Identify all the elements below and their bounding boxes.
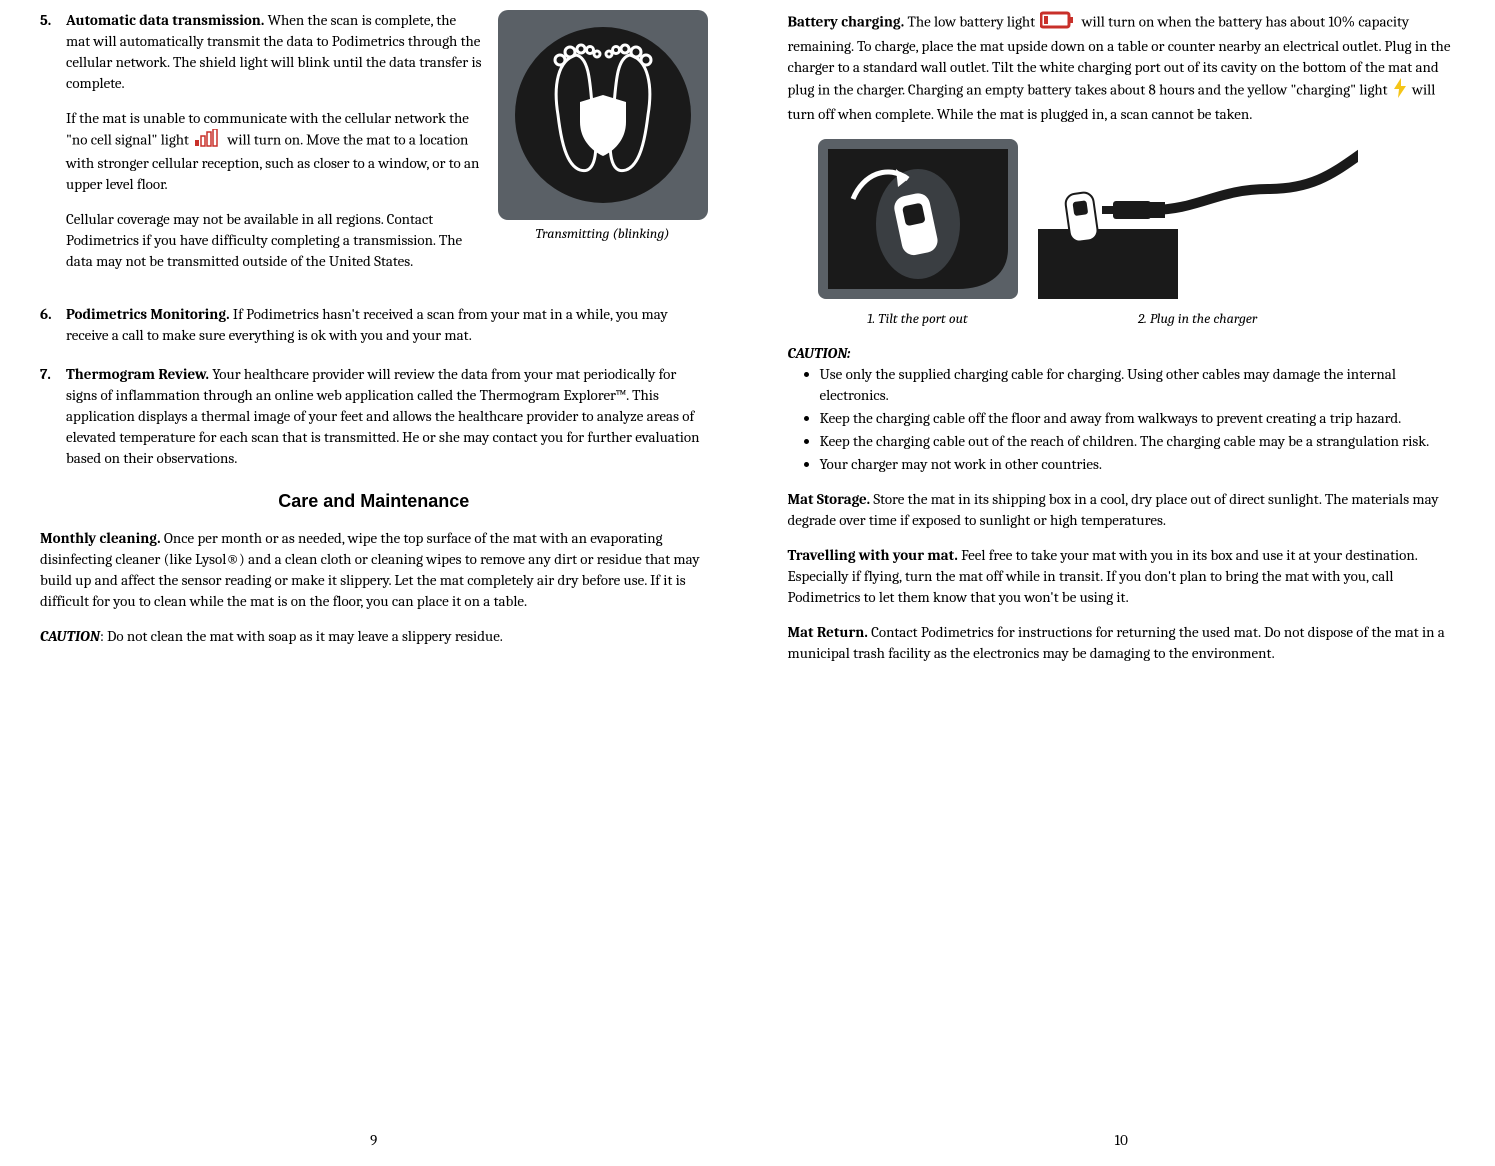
- item7-title: Thermogram Review.: [66, 365, 209, 383]
- monthly-title: Monthly cleaning.: [40, 529, 161, 547]
- no-signal-icon: [194, 129, 222, 153]
- page-number-left: 9: [370, 1130, 377, 1151]
- charging-bolt-icon: [1393, 78, 1407, 104]
- item5-p3: Cellular coverage may not be available i…: [66, 209, 483, 272]
- travel-title: Travelling with your mat.: [788, 546, 958, 564]
- care-heading: Care and Maintenance: [40, 489, 708, 514]
- caution-list: Use only the supplied charging cable for…: [788, 364, 1456, 475]
- travelling: Travelling with your mat. Feel free to t…: [788, 545, 1456, 608]
- item5-title: Automatic data transmission.: [66, 11, 264, 29]
- return-body: Contact Podimetrics for instructions for…: [788, 623, 1445, 662]
- tilt-port-panel: 1. Tilt the port out: [818, 139, 1018, 329]
- plug-charger-icon: [1038, 139, 1358, 299]
- battery-b1: The low battery light: [904, 13, 1035, 31]
- caution-title: CAUTION:: [788, 343, 1456, 364]
- tilt-port-icon: [818, 139, 1018, 299]
- storage-body: Store the mat in its shipping box in a c…: [788, 490, 1439, 529]
- section-6: 6. Podimetrics Monitoring. If Podimetric…: [40, 304, 708, 346]
- transmitting-caption: Transmitting (blinking): [498, 224, 708, 244]
- item5-content: Automatic data transmission. When the sc…: [66, 10, 483, 286]
- plug-charger-panel: 2. Plug in the charger: [1038, 139, 1358, 329]
- shield-feet-icon: [498, 10, 708, 220]
- caution1-title: CAUTION: [40, 627, 100, 645]
- battery-title: Battery charging.: [788, 13, 905, 31]
- page-left: Transmitting (blinking) 5. Automatic dat…: [0, 10, 748, 1156]
- monthly-cleaning: Monthly cleaning. Once per month or as n…: [40, 528, 708, 612]
- return-title: Mat Return.: [788, 623, 868, 641]
- plug-caption: 2. Plug in the charger: [1038, 309, 1358, 329]
- storage-title: Mat Storage.: [788, 490, 871, 508]
- item6-number: 6.: [40, 304, 58, 346]
- item7-number: 7.: [40, 364, 58, 469]
- caution-block: CAUTION: Use only the supplied charging …: [788, 343, 1456, 475]
- caution-item: Your charger may not work in other count…: [820, 454, 1456, 475]
- section-7: 7. Thermogram Review. Your healthcare pr…: [40, 364, 708, 469]
- tilt-caption: 1. Tilt the port out: [818, 309, 1018, 329]
- transmitting-figure: Transmitting (blinking): [498, 10, 708, 244]
- battery-charging: Battery charging. The low battery light …: [788, 10, 1456, 125]
- item6-title: Podimetrics Monitoring.: [66, 305, 230, 323]
- charging-figure: 1. Tilt the port out 2. Plug in the char: [818, 139, 1456, 329]
- caution-item: Keep the charging cable off the floor an…: [820, 408, 1456, 429]
- mat-return: Mat Return. Contact Podimetrics for inst…: [788, 622, 1456, 664]
- caution-soap: CAUTION: Do not clean the mat with soap …: [40, 626, 708, 647]
- caution1-body: : Do not clean the mat with soap as it m…: [100, 627, 503, 645]
- item5-number: 5.: [40, 10, 58, 286]
- section-5: Transmitting (blinking) 5. Automatic dat…: [40, 10, 708, 286]
- low-battery-icon: [1040, 10, 1076, 36]
- caution-item: Use only the supplied charging cable for…: [820, 364, 1456, 406]
- page-number-right: 10: [1115, 1130, 1128, 1151]
- page-right: Battery charging. The low battery light …: [748, 10, 1495, 1156]
- mat-storage: Mat Storage. Store the mat in its shippi…: [788, 489, 1456, 531]
- caution-item: Keep the charging cable out of the reach…: [820, 431, 1456, 452]
